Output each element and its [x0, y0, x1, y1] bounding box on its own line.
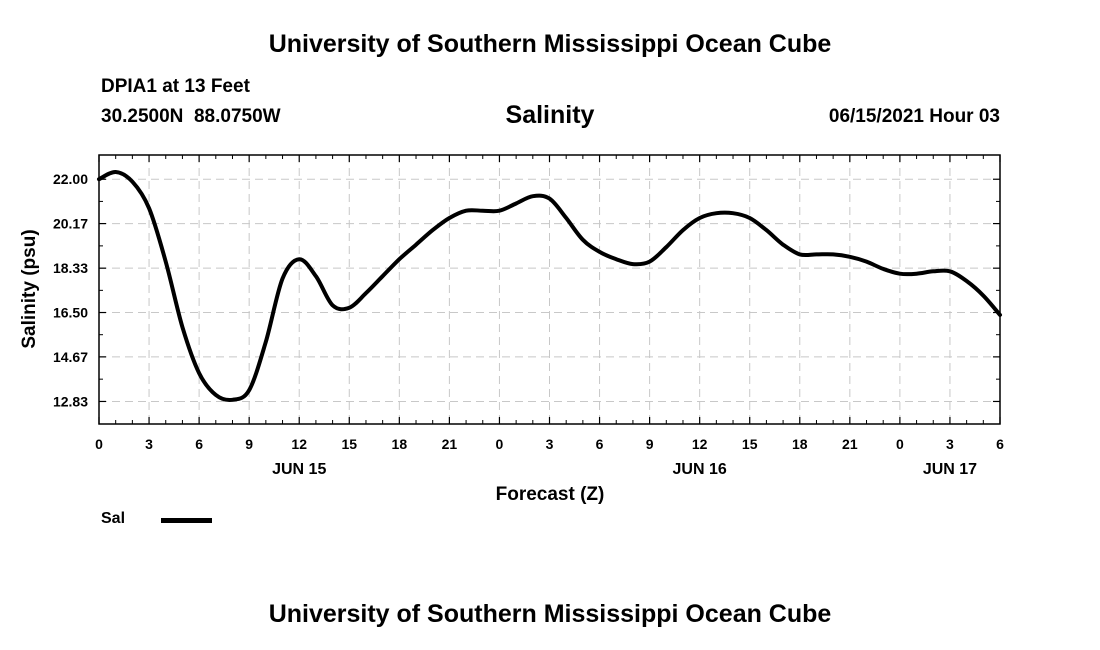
- salinity-series-line: [97, 170, 1002, 403]
- date-label: JUN 15: [272, 461, 326, 478]
- timestamp-label: 06/15/2021 Hour 03: [828, 106, 1000, 127]
- y-tick-label: 20.17: [53, 216, 88, 232]
- x-tick-label: 15: [341, 436, 357, 452]
- x-tick-label: 21: [842, 436, 858, 452]
- x-tick-label: 0: [95, 436, 103, 452]
- plot-title: Salinity: [505, 101, 595, 129]
- x-tick-label: 6: [596, 436, 604, 452]
- y-axis-label: Salinity (psu): [19, 229, 40, 348]
- date-labels: JUN 15 JUN 16 JUN 17: [272, 461, 977, 478]
- x-tick-label: 18: [792, 436, 808, 452]
- x-tick-label: 6: [996, 436, 1004, 452]
- x-tick-label: 15: [742, 436, 758, 452]
- date-label: JUN 16: [673, 461, 727, 478]
- y-tick-label: 12.83: [53, 393, 88, 409]
- y-tick-label: 18.33: [53, 260, 88, 276]
- plot-frame: [98, 154, 1001, 425]
- x-tick-label: 12: [692, 436, 708, 452]
- x-tick-label: 3: [946, 436, 954, 452]
- y-axis-ticks: 22.00 20.17 18.33 16.50 14.67 12.83: [53, 171, 1000, 409]
- x-tick-label: 18: [392, 436, 408, 452]
- y-tick-label: 22.00: [53, 171, 88, 187]
- x-tick-label: 6: [195, 436, 203, 452]
- x-tick-label: 9: [245, 436, 253, 452]
- grid-lines: [99, 155, 1000, 424]
- legend: Sal: [101, 510, 212, 528]
- x-tick-label: 0: [896, 436, 904, 452]
- coordinates-label: 30.2500N 88.0750W: [101, 106, 281, 127]
- salinity-chart: 22.00 20.17 18.33 16.50 14.67 12.83 0 3 6 9 12 15 1…: [19, 154, 1004, 505]
- x-tick-label: 3: [145, 436, 153, 452]
- x-tick-label: 0: [496, 436, 504, 452]
- x-tick-label: 21: [442, 436, 458, 452]
- y-tick-label: 14.67: [53, 349, 88, 365]
- x-axis-label: Forecast (Z): [496, 484, 605, 505]
- x-tick-label: 3: [546, 436, 554, 452]
- date-label: JUN 17: [923, 461, 977, 478]
- y-tick-label: 16.50: [53, 305, 88, 321]
- legend-label: Sal: [101, 510, 126, 527]
- x-tick-label: 9: [646, 436, 654, 452]
- x-tick-label: 12: [291, 436, 307, 452]
- top-title: University of Southern Mississippi Ocean…: [268, 30, 832, 58]
- bottom-title: University of Southern Mississippi Ocean…: [268, 600, 832, 628]
- legend-line-swatch: [161, 518, 212, 523]
- station-label: DPIA1 at 13 Feet: [101, 76, 250, 97]
